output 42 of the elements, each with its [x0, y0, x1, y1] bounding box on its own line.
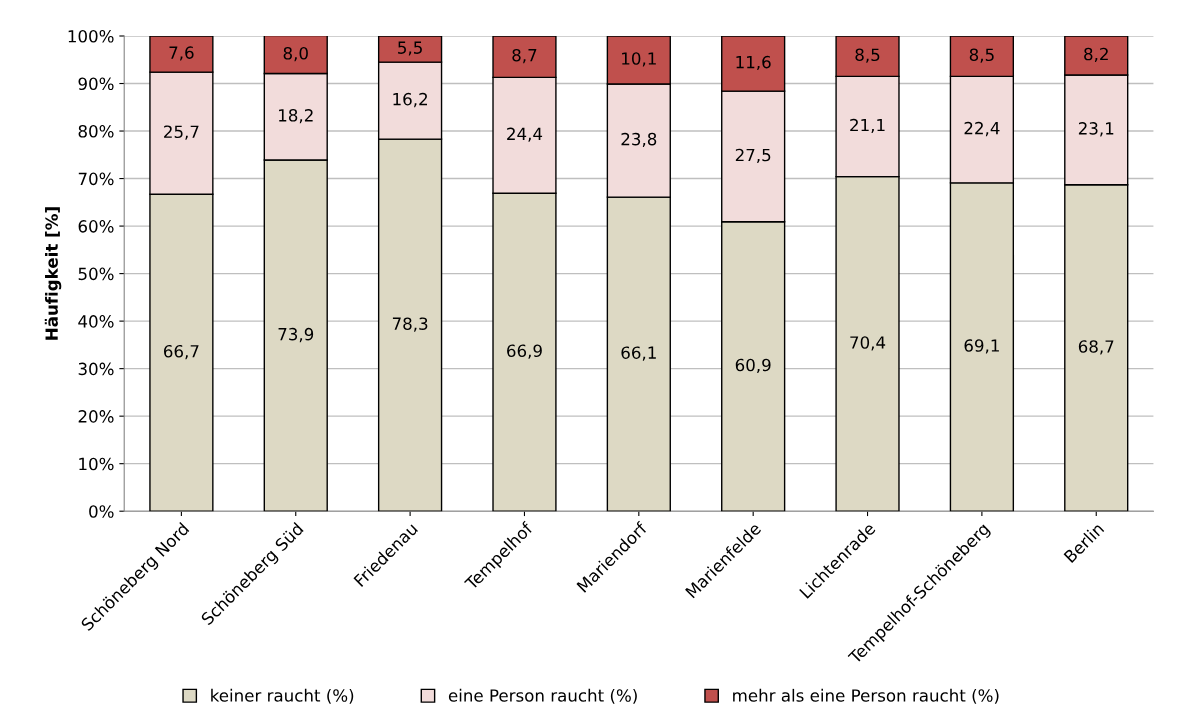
- data-label: 11,6: [736, 55, 771, 71]
- data-label: 73,9: [278, 327, 314, 343]
- data-label: 16,2: [393, 92, 427, 108]
- y-tick-label: 40%: [78, 315, 114, 328]
- y-tick-label: 100%: [68, 29, 114, 43]
- legend-label: keiner raucht (%): [211, 688, 354, 704]
- data-label: 22,4: [964, 121, 1000, 137]
- data-label: 21,1: [850, 118, 885, 134]
- data-label: 5,5: [398, 41, 422, 56]
- y-tick-label: 80%: [78, 125, 114, 138]
- data-label: 66,1: [621, 346, 656, 361]
- data-label: 18,2: [279, 109, 313, 124]
- y-tick-label: 60%: [78, 220, 114, 233]
- data-label: 23,8: [621, 132, 657, 148]
- y-tick-label: 50%: [78, 267, 114, 281]
- data-label: 8,5: [855, 48, 880, 63]
- legend-label: mehr als eine Person raucht (%): [733, 688, 999, 704]
- data-label: 69,1: [964, 339, 999, 354]
- y-tick-label: 70%: [78, 172, 114, 186]
- data-label: 78,3: [392, 317, 428, 332]
- data-label: 25,7: [164, 125, 199, 140]
- legend-label: eine Person raucht (%): [448, 688, 637, 704]
- y-tick-label: 30%: [78, 362, 114, 376]
- data-label: 24,4: [507, 127, 543, 142]
- data-label: 7,6: [169, 46, 194, 61]
- y-axis-title: Häufigkeit [%]: [44, 207, 62, 340]
- data-label: 8,0: [283, 47, 308, 62]
- data-label: 66,7: [164, 344, 199, 360]
- data-label: 8,5: [969, 48, 994, 63]
- data-label: 68,7: [1078, 340, 1114, 355]
- data-label: 23,1: [1078, 122, 1114, 137]
- data-label: 70,4: [850, 336, 886, 351]
- y-tick-label: 0%: [89, 505, 114, 518]
- y-tick-label: 20%: [78, 410, 114, 423]
- data-label: 8,2: [1084, 47, 1108, 63]
- data-label: 8,7: [512, 48, 537, 64]
- y-tick-label: 10%: [79, 457, 114, 471]
- data-label: 27,5: [735, 148, 771, 163]
- data-label: 60,9: [735, 358, 771, 374]
- data-label: 66,9: [507, 344, 542, 359]
- y-tick-label: 90%: [78, 77, 114, 91]
- data-label: 10,1: [622, 52, 656, 67]
